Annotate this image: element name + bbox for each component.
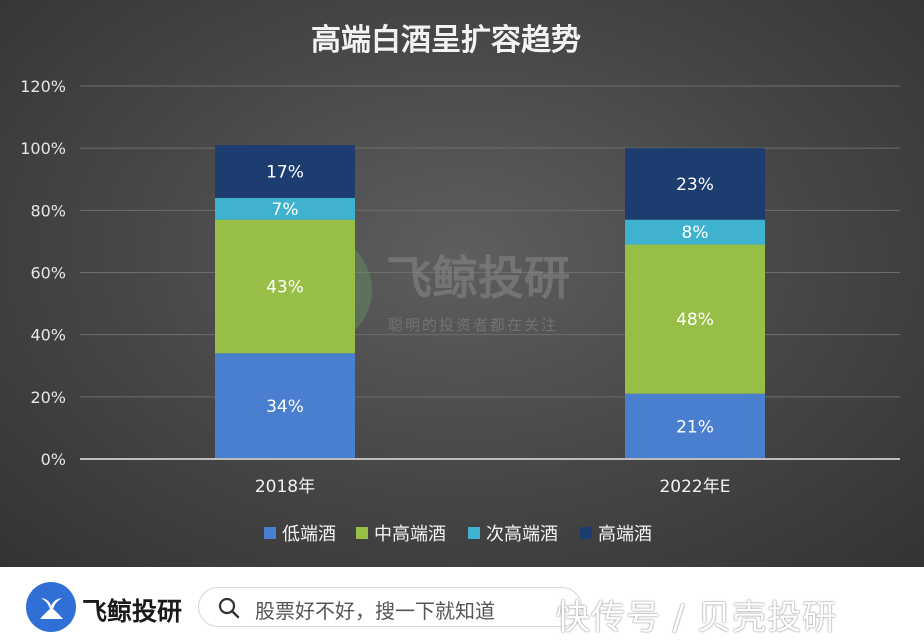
bar-segment <box>215 219 355 354</box>
chart-title: 高端白酒呈扩容趋势 <box>311 23 581 58</box>
legend-swatch <box>356 527 368 539</box>
y-tick-label: 60% <box>30 264 66 283</box>
x-tick-label: 2018年 <box>255 477 315 497</box>
bar-segment <box>625 148 765 220</box>
x-tick-label: 2022年E <box>659 477 730 497</box>
data-label: 34% <box>266 397 304 417</box>
bar-segment <box>215 197 355 220</box>
stacked-bar-chart: 高端白酒呈扩容趋势 飞鲸投研 聪明的投资者都在关注 34% 43% 7% 17% 21%… <box>20 23 900 545</box>
data-label: 7% <box>272 200 299 220</box>
y-tick-label: 80% <box>30 201 66 220</box>
y-tick-label: 100% <box>20 139 66 158</box>
y-tick-label: 40% <box>30 326 66 345</box>
legend-swatch <box>580 527 592 539</box>
source-watermark: 快传号 / 贝壳投研 <box>556 598 838 638</box>
watermark-title: 飞鲸投研 <box>386 251 570 305</box>
legend-label: 次高端酒 <box>486 524 558 545</box>
bar-segment <box>625 219 765 245</box>
search-icon[interactable] <box>217 596 241 620</box>
data-label: 8% <box>682 223 709 243</box>
y-tick-label: 20% <box>30 388 66 407</box>
legend-label: 低端酒 <box>282 524 336 545</box>
data-label: 21% <box>676 417 714 437</box>
chart-area: 高端白酒呈扩容趋势 飞鲸投研 聪明的投资者都在关注 34% 43% 7% 17% 21%… <box>0 0 924 567</box>
brand-name[interactable]: 飞鲸投研 <box>82 597 183 626</box>
legend-label: 高端酒 <box>598 524 652 545</box>
watermark-subtitle: 聪明的投资者都在关注 <box>388 316 558 334</box>
legend-swatch <box>264 527 276 539</box>
bar-segment <box>625 393 765 459</box>
whale-tail-icon[interactable] <box>26 582 76 632</box>
data-label: 43% <box>266 277 304 297</box>
legend-label: 中高端酒 <box>374 524 446 545</box>
data-label: 23% <box>676 175 714 195</box>
legend-swatch <box>468 527 480 539</box>
search-input[interactable]: 股票好不好，搜一下就知道 <box>198 587 582 627</box>
data-label: 17% <box>266 162 304 182</box>
y-tick-label: 0% <box>41 450 66 469</box>
y-tick-label: 120% <box>20 77 66 96</box>
search-placeholder: 股票好不好，搜一下就知道 <box>255 599 495 623</box>
data-label: 48% <box>676 310 714 330</box>
bar-segment <box>625 244 765 394</box>
bar-segment <box>215 145 355 198</box>
bar-segment <box>215 353 355 459</box>
